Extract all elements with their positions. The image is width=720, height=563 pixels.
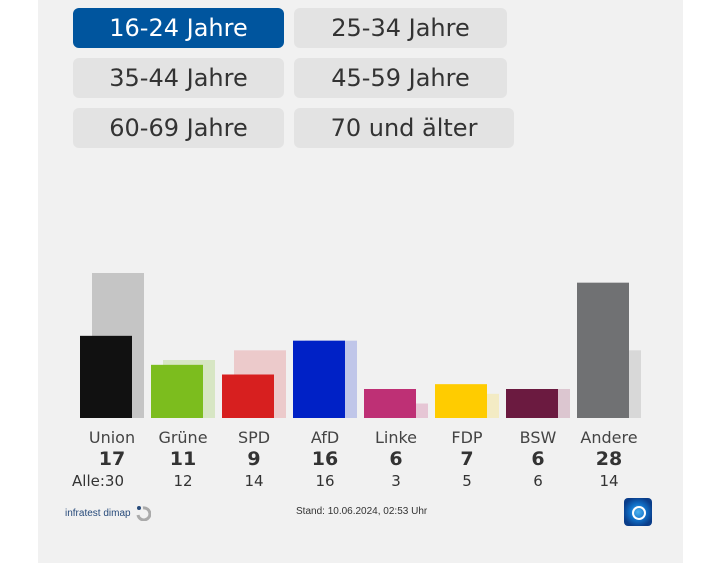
all-value-label: 14 [599, 472, 618, 490]
all-value-label: 6 [533, 472, 543, 490]
party-label: Linke [375, 428, 417, 447]
party-label: Grüne [158, 428, 207, 447]
age-filter-35-44[interactable]: 35-44 Jahre [73, 58, 284, 98]
all-value-label: 3 [391, 472, 401, 490]
party-label: SPD [238, 428, 270, 447]
value-label: 7 [460, 448, 473, 470]
value-label: 9 [247, 448, 260, 470]
bar-main-4 [364, 389, 416, 418]
value-label: 28 [596, 448, 622, 470]
age-filter-70-plus[interactable]: 70 und älter [294, 108, 514, 148]
bar-main-1 [151, 364, 203, 418]
party-label: Union [89, 428, 135, 447]
source-label: infratest dimap [65, 507, 131, 519]
age-filter-16-24[interactable]: 16-24 Jahre [73, 8, 284, 48]
value-label: 6 [389, 448, 402, 470]
age-filter-45-59[interactable]: 45-59 Jahre [294, 58, 507, 98]
all-value-label: 5 [462, 472, 472, 490]
ard-logo-icon [624, 498, 652, 526]
party-label: FDP [451, 428, 483, 447]
age-filter-60-69[interactable]: 60-69 Jahre [73, 108, 284, 148]
bar-main-2 [222, 374, 274, 418]
value-label: 11 [170, 448, 196, 470]
bar-main-6 [506, 389, 558, 418]
source-logo: infratest dimap [65, 505, 151, 521]
bar-main-7 [577, 282, 629, 418]
value-label: 16 [312, 448, 338, 470]
party-label: AfD [311, 428, 339, 447]
party-label: BSW [520, 428, 557, 447]
timestamp: Stand: 10.06.2024, 02:53 Uhr [296, 506, 428, 517]
infratest-logo-icon [136, 506, 151, 521]
all-value-label: 12 [173, 472, 192, 490]
age-filter-25-34[interactable]: 25-34 Jahre [294, 8, 507, 48]
all-value-label: 16 [315, 472, 334, 490]
bar-main-5 [435, 384, 487, 418]
all-value-label: 14 [244, 472, 263, 490]
all-value-label: Alle:30 [72, 472, 124, 490]
value-label: 17 [99, 448, 125, 470]
bar-chart: Union17Alle:30Grüne1112SPD914AfD1616Link… [72, 273, 641, 490]
bar-main-3 [293, 340, 345, 418]
value-label: 6 [531, 448, 544, 470]
bar-main-0 [80, 335, 132, 418]
party-label: Andere [580, 428, 637, 447]
